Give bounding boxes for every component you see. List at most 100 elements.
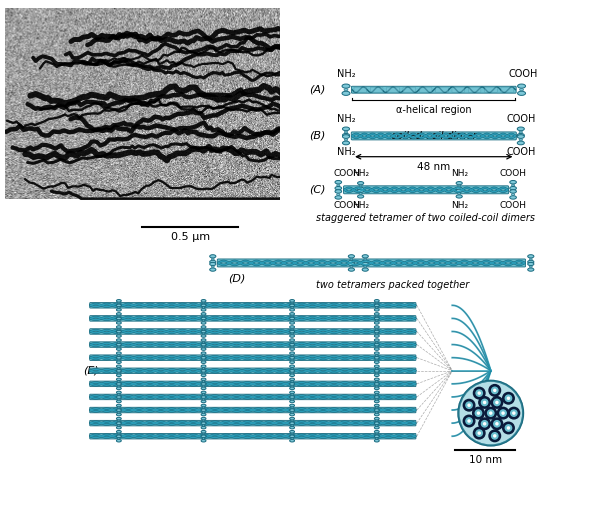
Ellipse shape — [116, 374, 121, 377]
FancyBboxPatch shape — [436, 87, 448, 92]
Ellipse shape — [201, 374, 206, 377]
Circle shape — [468, 404, 470, 406]
Ellipse shape — [374, 408, 379, 411]
Ellipse shape — [528, 255, 534, 258]
Text: 0.5 μm: 0.5 μm — [171, 232, 210, 242]
Ellipse shape — [518, 84, 526, 88]
Ellipse shape — [291, 372, 293, 374]
Circle shape — [503, 392, 514, 404]
Ellipse shape — [201, 313, 206, 315]
Ellipse shape — [116, 309, 121, 311]
Ellipse shape — [290, 343, 295, 346]
Circle shape — [478, 412, 479, 414]
Ellipse shape — [116, 335, 121, 337]
Ellipse shape — [116, 365, 121, 368]
Ellipse shape — [510, 196, 517, 199]
Ellipse shape — [529, 266, 532, 268]
Ellipse shape — [290, 426, 295, 429]
Ellipse shape — [517, 133, 524, 137]
FancyBboxPatch shape — [90, 355, 416, 360]
Ellipse shape — [290, 356, 295, 359]
Circle shape — [489, 384, 500, 396]
Ellipse shape — [290, 300, 295, 302]
Circle shape — [491, 433, 498, 439]
Ellipse shape — [529, 258, 532, 260]
Circle shape — [476, 430, 482, 436]
Ellipse shape — [376, 433, 378, 435]
Ellipse shape — [362, 263, 368, 266]
Text: α-helical region: α-helical region — [396, 105, 472, 115]
Ellipse shape — [376, 302, 378, 304]
Text: NH₂: NH₂ — [352, 201, 369, 210]
Circle shape — [496, 423, 498, 425]
Ellipse shape — [290, 404, 295, 407]
Ellipse shape — [376, 412, 378, 413]
Text: COOH: COOH — [507, 147, 536, 157]
Circle shape — [505, 425, 512, 431]
Ellipse shape — [209, 263, 216, 266]
Ellipse shape — [528, 268, 534, 271]
Ellipse shape — [291, 368, 293, 369]
Ellipse shape — [348, 263, 355, 266]
Ellipse shape — [202, 394, 205, 395]
Circle shape — [463, 415, 475, 427]
Ellipse shape — [348, 260, 355, 264]
Text: NH₂: NH₂ — [352, 169, 369, 178]
Ellipse shape — [376, 315, 378, 317]
Ellipse shape — [374, 313, 379, 315]
Text: COOH: COOH — [508, 69, 538, 79]
Ellipse shape — [517, 127, 524, 131]
FancyBboxPatch shape — [485, 87, 497, 92]
Ellipse shape — [201, 391, 206, 394]
Ellipse shape — [376, 399, 378, 400]
Ellipse shape — [374, 348, 379, 350]
FancyBboxPatch shape — [90, 394, 416, 400]
Ellipse shape — [201, 378, 206, 381]
Ellipse shape — [201, 339, 206, 342]
Ellipse shape — [374, 322, 379, 324]
Ellipse shape — [201, 439, 206, 442]
Ellipse shape — [290, 396, 295, 399]
FancyBboxPatch shape — [217, 259, 526, 267]
FancyBboxPatch shape — [90, 368, 416, 373]
Ellipse shape — [374, 300, 379, 302]
Circle shape — [494, 420, 500, 427]
Ellipse shape — [201, 413, 206, 416]
Ellipse shape — [116, 408, 121, 411]
Ellipse shape — [116, 357, 121, 359]
Ellipse shape — [456, 195, 462, 198]
Ellipse shape — [358, 187, 364, 190]
Text: COOH: COOH — [500, 201, 527, 210]
Ellipse shape — [362, 260, 368, 264]
Ellipse shape — [118, 368, 120, 369]
Ellipse shape — [374, 343, 379, 346]
Ellipse shape — [291, 302, 293, 304]
Ellipse shape — [202, 333, 205, 334]
Ellipse shape — [201, 331, 206, 333]
Circle shape — [490, 412, 492, 414]
Ellipse shape — [201, 343, 206, 346]
Ellipse shape — [290, 335, 295, 337]
FancyBboxPatch shape — [344, 186, 509, 194]
Ellipse shape — [376, 333, 378, 334]
Ellipse shape — [201, 422, 206, 424]
Ellipse shape — [376, 420, 378, 422]
Circle shape — [478, 392, 480, 394]
Ellipse shape — [362, 255, 368, 258]
Ellipse shape — [364, 258, 367, 260]
Circle shape — [494, 389, 496, 391]
Circle shape — [513, 412, 515, 414]
Ellipse shape — [118, 399, 120, 400]
Ellipse shape — [337, 184, 340, 186]
Ellipse shape — [290, 322, 295, 324]
Ellipse shape — [290, 365, 295, 368]
Ellipse shape — [335, 196, 341, 199]
Ellipse shape — [202, 385, 205, 387]
Ellipse shape — [202, 438, 205, 439]
Ellipse shape — [116, 439, 121, 442]
Ellipse shape — [374, 435, 379, 438]
Ellipse shape — [376, 359, 378, 361]
Circle shape — [481, 399, 488, 406]
Ellipse shape — [118, 385, 120, 387]
Circle shape — [489, 430, 500, 441]
